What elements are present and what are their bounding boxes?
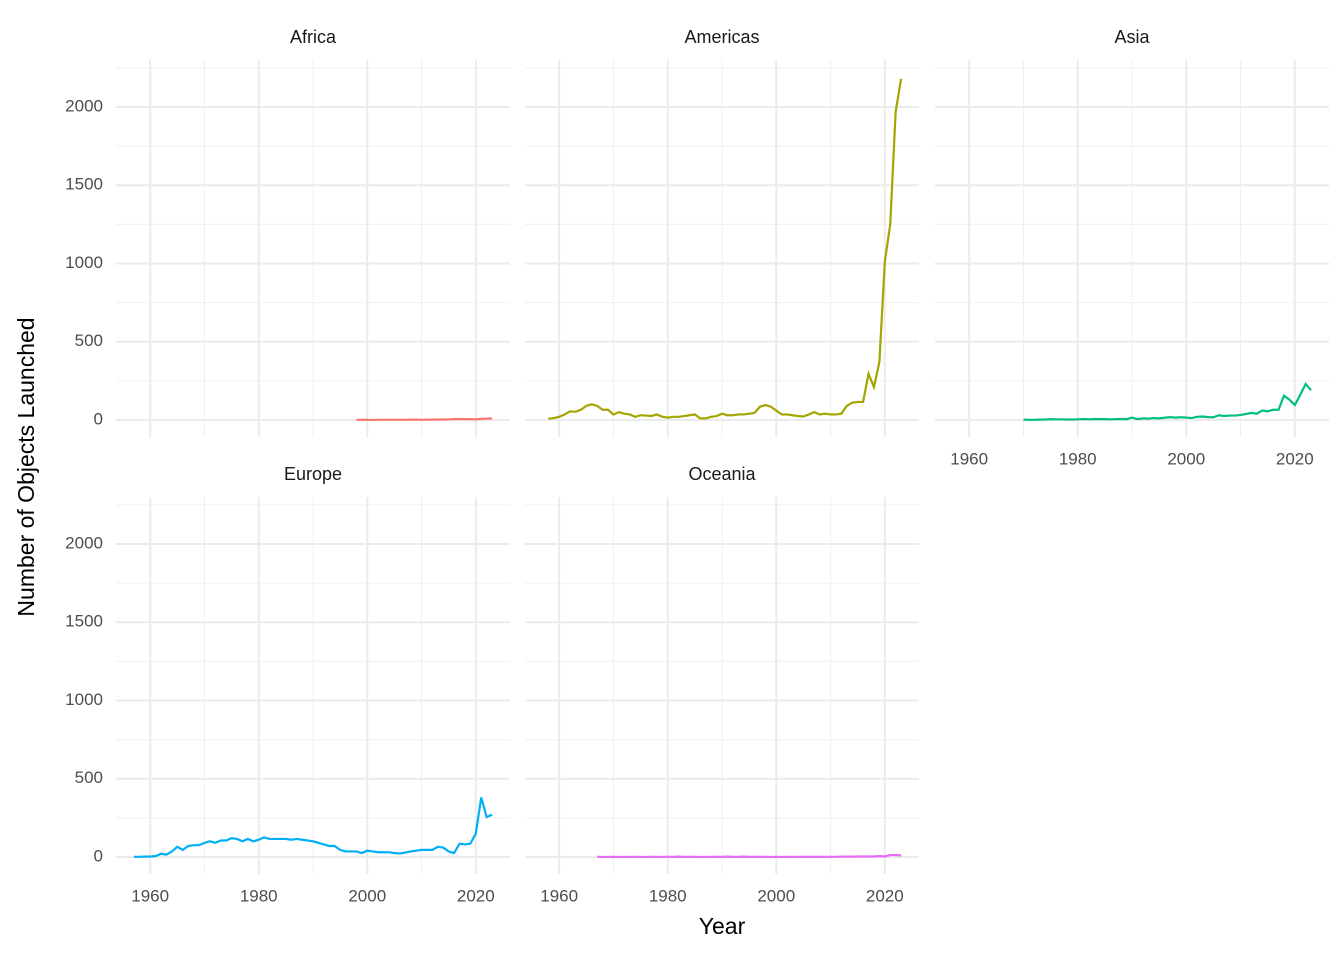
data-line bbox=[133, 797, 493, 858]
x-tick-label: 2020 bbox=[457, 886, 495, 905]
x-tick-label: 2000 bbox=[757, 886, 795, 905]
data-line bbox=[548, 78, 903, 420]
y-axis-title: Number of Objects Launched bbox=[13, 317, 39, 616]
y-tick-label: 1500 bbox=[65, 612, 103, 631]
facet-title: Africa bbox=[290, 27, 337, 47]
x-tick-label: 1960 bbox=[131, 886, 169, 905]
data-line bbox=[356, 417, 493, 422]
y-tick-label: 1000 bbox=[65, 253, 103, 272]
x-tick-label: 2000 bbox=[1167, 449, 1205, 468]
data-line bbox=[597, 853, 902, 859]
x-tick-label: 2020 bbox=[866, 886, 904, 905]
y-tick-label: 2000 bbox=[65, 96, 103, 115]
y-tick-label: 0 bbox=[94, 846, 103, 865]
y-tick-label: 500 bbox=[75, 331, 103, 350]
x-tick-label: 2020 bbox=[1276, 449, 1314, 468]
x-axis-title: Year bbox=[699, 913, 746, 939]
y-tick-label: 2000 bbox=[65, 533, 103, 552]
x-tick-label: 1980 bbox=[1059, 449, 1097, 468]
facet-title: Oceania bbox=[688, 464, 756, 484]
y-tick-label: 0 bbox=[94, 409, 103, 428]
y-tick-label: 1500 bbox=[65, 175, 103, 194]
facet-title: Europe bbox=[284, 464, 342, 484]
data-line bbox=[1023, 381, 1312, 421]
x-tick-label: 1960 bbox=[950, 449, 988, 468]
y-tick-label: 500 bbox=[75, 768, 103, 787]
x-tick-label: 1960 bbox=[540, 886, 578, 905]
x-tick-label: 1980 bbox=[240, 886, 278, 905]
x-tick-label: 1980 bbox=[649, 886, 687, 905]
y-tick-label: 1000 bbox=[65, 690, 103, 709]
facet-title: Americas bbox=[684, 27, 759, 47]
x-tick-label: 2000 bbox=[348, 886, 386, 905]
facet-title: Asia bbox=[1114, 27, 1150, 47]
